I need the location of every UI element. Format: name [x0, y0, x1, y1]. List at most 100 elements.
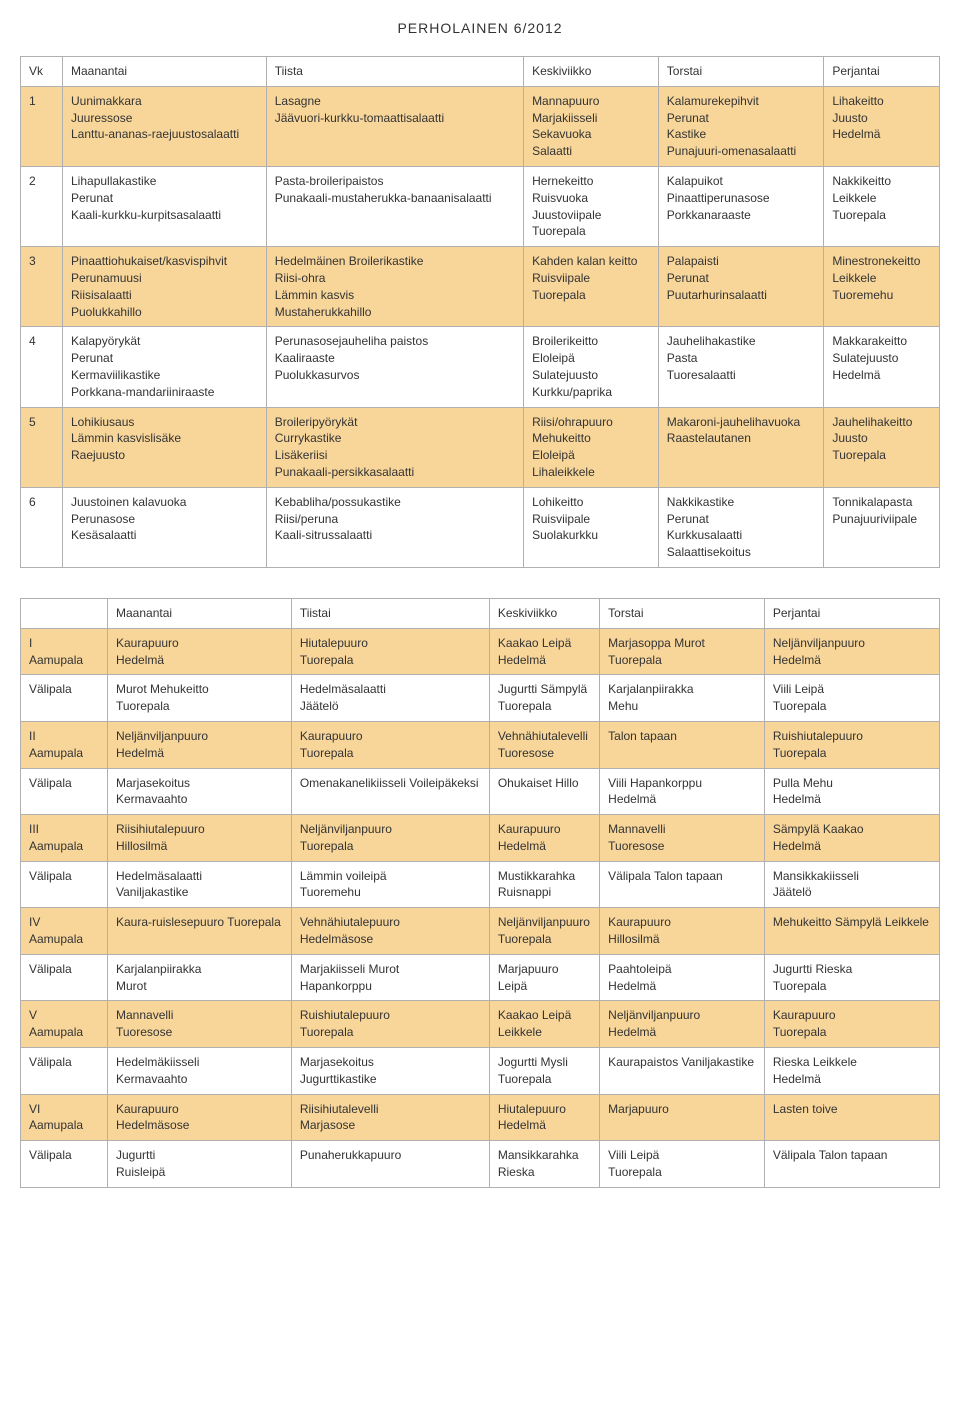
- menu-table-2: Maanantai Tiistai Keskiviikko Torstai Pe…: [20, 598, 940, 1188]
- cell: MakkarakeittoSulatejuustoHedelmä: [824, 327, 940, 407]
- cell: NeljänviljanpuuroHedelmä: [600, 1001, 765, 1048]
- cell: IVAamupala: [21, 908, 108, 955]
- col-tue: Tiistai: [291, 598, 489, 628]
- cell: IAamupala: [21, 628, 108, 675]
- table2-header-row: Maanantai Tiistai Keskiviikko Torstai Pe…: [21, 598, 940, 628]
- cell: MansikkarahkaRieska: [489, 1141, 599, 1188]
- cell: HiutalepuuroTuorepala: [291, 628, 489, 675]
- cell: JauhelihakastikePastaTuoresalaatti: [658, 327, 824, 407]
- cell: RiisihiutalevelliMarjasose: [291, 1094, 489, 1141]
- cell: LohikeittoRuisviipaleSuolakurkku: [524, 487, 659, 567]
- col-mon: Maanantai: [108, 598, 292, 628]
- cell: Riisi/ohrapuuroMehukeittoEloleipäLihalei…: [524, 407, 659, 487]
- table-row: VälipalaHedelmäsalaattiVaniljakastikeLäm…: [21, 861, 940, 908]
- cell: Välipala: [21, 861, 108, 908]
- cell: Välipala: [21, 1141, 108, 1188]
- cell: VIAamupala: [21, 1094, 108, 1141]
- cell: Viili LeipäTuorepala: [764, 675, 939, 722]
- cell: VAamupala: [21, 1001, 108, 1048]
- cell: LasagneJäävuori-kurkku-tomaattisalaatti: [266, 86, 523, 166]
- table-row: VälipalaJugurttiRuisleipäPunaherukkapuur…: [21, 1141, 940, 1188]
- cell: HedelmäkiisseliKermavaahto: [108, 1048, 292, 1095]
- table-row: VälipalaKarjalanpiirakkaMurotMarjakiisse…: [21, 954, 940, 1001]
- cell: KaurapuuroTuorepala: [291, 721, 489, 768]
- cell: Välipala: [21, 675, 108, 722]
- cell: Välipala: [21, 954, 108, 1001]
- table-row: VIAamupalaKaurapuuroHedelmäsoseRiisihiut…: [21, 1094, 940, 1141]
- cell: 5: [21, 407, 63, 487]
- cell: MustikkarahkaRuisnappi: [489, 861, 599, 908]
- cell: Mehukeitto Sämpylä Leikkele: [764, 908, 939, 955]
- cell: Lasten toive: [764, 1094, 939, 1141]
- cell: UunimakkaraJuuressoseLanttu-ananas-raeju…: [63, 86, 267, 166]
- cell: Perunasosejauheliha paistosKaaliraastePu…: [266, 327, 523, 407]
- table-row: VälipalaMurot MehukeittoTuorepalaHedelmä…: [21, 675, 940, 722]
- cell: Punaherukkapuuro: [291, 1141, 489, 1188]
- cell: RiisihiutalepuuroHillosilmä: [108, 815, 292, 862]
- cell: LihakeittoJuustoHedelmä: [824, 86, 940, 166]
- cell: Juustoinen kalavuokaPerunasoseKesäsalaat…: [63, 487, 267, 567]
- cell: PalapaistiPerunatPuutarhurinsalaatti: [658, 247, 824, 327]
- col-tue: Tiista: [266, 57, 523, 87]
- cell: KaurapuuroHedelmä: [489, 815, 599, 862]
- cell: Välipala: [21, 1048, 108, 1095]
- cell: Kaura-ruislesepuuro Tuorepala: [108, 908, 292, 955]
- table-row: IVAamupalaKaura-ruislesepuuro TuorepalaV…: [21, 908, 940, 955]
- cell: PaahtoleipäHedelmä: [600, 954, 765, 1001]
- cell: Viili HapankorppuHedelmä: [600, 768, 765, 815]
- cell: HedelmäsalaattiVaniljakastike: [108, 861, 292, 908]
- cell: TonnikalapastaPunajuuriviipale: [824, 487, 940, 567]
- cell: Lämmin voileipäTuoremehu: [291, 861, 489, 908]
- cell: KaurapuuroHillosilmä: [600, 908, 765, 955]
- cell: RuishiutalepuuroTuorepala: [764, 721, 939, 768]
- cell: 2: [21, 166, 63, 246]
- cell: IIAamupala: [21, 721, 108, 768]
- col-vk: Vk: [21, 57, 63, 87]
- cell: Pulla MehuHedelmä: [764, 768, 939, 815]
- col-label: [21, 598, 108, 628]
- cell: IIIAamupala: [21, 815, 108, 862]
- menu-table-1: Vk Maanantai Tiista Keskiviikko Torstai …: [20, 56, 940, 568]
- col-wed: Keskiviikko: [524, 57, 659, 87]
- col-fri: Perjantai: [824, 57, 940, 87]
- table-row: IAamupalaKaurapuuroHedelmäHiutalepuuroTu…: [21, 628, 940, 675]
- cell: 1: [21, 86, 63, 166]
- cell: MannavelliTuoresose: [108, 1001, 292, 1048]
- cell: RuishiutalepuuroTuorepala: [291, 1001, 489, 1048]
- cell: MarjapuuroLeipä: [489, 954, 599, 1001]
- cell: Murot MehukeittoTuorepala: [108, 675, 292, 722]
- cell: Kebabliha/possukastikeRiisi/perunaKaali-…: [266, 487, 523, 567]
- table-row: VälipalaMarjasekoitusKermavaahtoOmenakan…: [21, 768, 940, 815]
- cell: JugurttiRuisleipä: [108, 1141, 292, 1188]
- cell: Talon tapaan: [600, 721, 765, 768]
- cell: HedelmäsalaattiJäätelö: [291, 675, 489, 722]
- cell: MannapuuroMarjakiisseliSekavuokaSalaatti: [524, 86, 659, 166]
- cell: LihapullakastikePerunatKaali-kurkku-kurp…: [63, 166, 267, 246]
- cell: Viili LeipäTuorepala: [600, 1141, 765, 1188]
- table-row: 1UunimakkaraJuuressoseLanttu-ananas-raej…: [21, 86, 940, 166]
- cell: KaurapuuroHedelmäsose: [108, 1094, 292, 1141]
- cell: Ohukaiset Hillo: [489, 768, 599, 815]
- cell: Jugurtti SämpyläTuorepala: [489, 675, 599, 722]
- cell: 3: [21, 247, 63, 327]
- cell: Pinaattiohukaiset/kasvispihvitPerunamuus…: [63, 247, 267, 327]
- cell: Sämpylä KaakaoHedelmä: [764, 815, 939, 862]
- cell: Kaurapaistos Vaniljakastike: [600, 1048, 765, 1095]
- cell: Hedelmäinen BroilerikastikeRiisi-ohraLäm…: [266, 247, 523, 327]
- cell: Välipala Talon tapaan: [764, 1141, 939, 1188]
- table-row: VälipalaHedelmäkiisseliKermavaahtoMarjas…: [21, 1048, 940, 1095]
- cell: MinestronekeittoLeikkeleTuoremehu: [824, 247, 940, 327]
- table-row: 4KalapyörykätPerunatKermaviilikastikePor…: [21, 327, 940, 407]
- table-row: IIAamupalaNeljänviljanpuuroHedelmäKaurap…: [21, 721, 940, 768]
- cell: KaurapuuroTuorepala: [764, 1001, 939, 1048]
- cell: Kahden kalan keittoRuisviipaleTuorepala: [524, 247, 659, 327]
- cell: Kaakao LeipäLeikkele: [489, 1001, 599, 1048]
- cell: Välipala: [21, 768, 108, 815]
- cell: KalamurekepihvitPerunatKastikePunajuuri-…: [658, 86, 824, 166]
- cell: 4: [21, 327, 63, 407]
- cell: NakkikeittoLeikkeleTuorepala: [824, 166, 940, 246]
- cell: BroilerikeittoEloleipäSulatejuustoKurkku…: [524, 327, 659, 407]
- cell: Välipala Talon tapaan: [600, 861, 765, 908]
- cell: Marjapuuro: [600, 1094, 765, 1141]
- cell: MansikkakiisseliJäätelö: [764, 861, 939, 908]
